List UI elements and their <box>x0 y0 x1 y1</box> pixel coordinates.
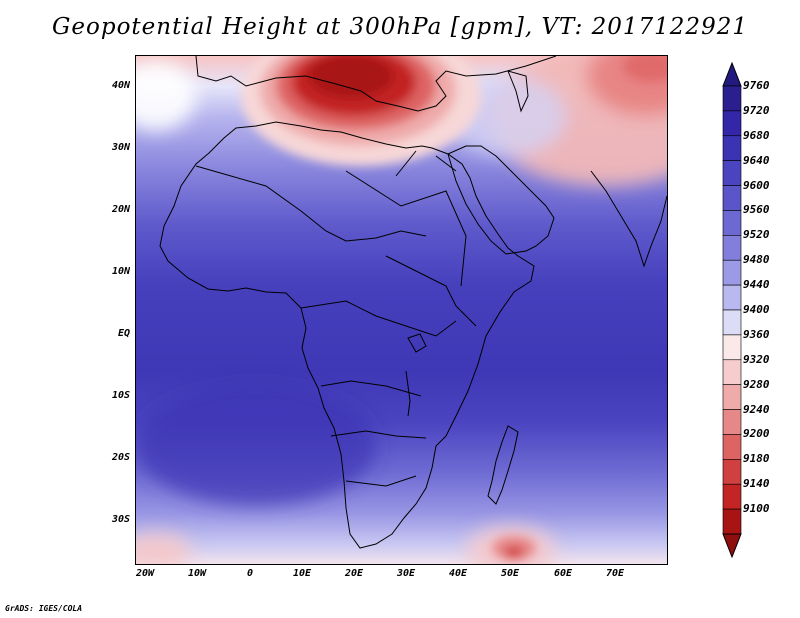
colorbar-swatch <box>722 185 742 211</box>
colorbar-label: 9520 <box>743 228 770 242</box>
colorbar-bottom-arrow <box>722 533 742 559</box>
colorbar <box>722 61 742 562</box>
colorbar-label: 9480 <box>743 253 770 267</box>
map-panel <box>135 55 668 565</box>
colorbar-swatch <box>722 409 742 435</box>
lat-label-20s: 20S <box>111 452 130 463</box>
colorbar-top-arrow <box>722 61 742 87</box>
colorbar-label: 9100 <box>743 502 770 516</box>
central-borders <box>300 300 457 487</box>
colorbar-label: 9360 <box>743 327 770 341</box>
height-field-map <box>136 56 667 564</box>
sahara-borders <box>195 165 427 242</box>
colorbar-swatch <box>722 359 742 385</box>
lon-label-30e: 30E <box>396 568 416 579</box>
colorbar-label: 9760 <box>743 79 770 92</box>
colorbar-label: 9280 <box>743 377 770 391</box>
madagascar-coastline <box>487 425 519 505</box>
footer-credit: GrADS: IGES/COLA <box>5 604 83 613</box>
lon-label-10w: 10W <box>187 568 207 579</box>
colorbar-label: 9680 <box>743 128 770 142</box>
europe-coastline <box>195 56 557 112</box>
colorbar-label: 9720 <box>743 103 770 117</box>
lat-label-eq: EQ <box>117 328 130 339</box>
lat-label-30n: 30N <box>111 142 130 153</box>
lat-label-10s: 10S <box>111 390 130 401</box>
colorbar-swatch <box>722 135 742 161</box>
lon-label-40e: 40E <box>448 568 468 579</box>
caspian-coastline <box>507 70 529 113</box>
lat-label-30s: 30S <box>111 514 130 525</box>
colorbar-swatch <box>722 284 742 311</box>
lake-victoria <box>407 333 427 353</box>
lon-label-50e: 50E <box>500 568 520 579</box>
colorbar-label: 9140 <box>743 477 770 491</box>
colorbar-swatch <box>722 384 742 410</box>
colorbar-swatch <box>722 483 742 510</box>
colorbar-swatch <box>722 309 742 336</box>
lat-label-20n: 20N <box>111 204 130 215</box>
colorbar-swatch <box>722 85 742 112</box>
colorbar-swatch <box>722 508 742 535</box>
colorbar-swatch <box>722 434 742 460</box>
lake-tanganyika <box>405 370 411 417</box>
colorbar-swatch <box>722 235 742 261</box>
lat-label-10n: 10N <box>111 266 130 277</box>
colorbar-label: 9200 <box>743 427 770 441</box>
colorbar-label: 9320 <box>743 352 770 366</box>
colorbar-swatch <box>722 110 742 137</box>
lon-label-10e: 10E <box>292 568 312 579</box>
colorbar-label: 9600 <box>743 178 770 192</box>
colorbar-swatch <box>722 459 742 485</box>
colorbar-label: 9400 <box>743 303 770 316</box>
high-height-ridge <box>241 56 667 560</box>
lon-label-20w: 20W <box>135 568 155 579</box>
map-title: Geopotential Height at 300hPa [gpm], VT:… <box>52 14 748 40</box>
colorbar-swatch <box>722 334 742 361</box>
lon-label-20e: 20E <box>344 568 364 579</box>
colorbar-label: 9560 <box>743 203 770 217</box>
lon-label-0: 0 <box>246 568 254 579</box>
colorbar-label: 9180 <box>743 452 770 466</box>
arabia-coastline <box>447 145 555 255</box>
colorbar-label: 9640 <box>743 153 770 167</box>
africa-coastline <box>159 121 535 549</box>
lon-label-60e: 60E <box>553 568 573 579</box>
colorbar-swatch <box>722 160 742 186</box>
colorbar-label: 9240 <box>743 402 770 416</box>
colorbar-graphic <box>722 61 742 559</box>
india-coastline <box>590 170 667 268</box>
coastlines-and-borders <box>159 56 667 549</box>
east-borders <box>385 150 477 327</box>
nile-border <box>345 170 467 287</box>
colorbar-label: 9440 <box>743 278 770 292</box>
colorbar-swatch <box>722 210 742 236</box>
lon-label-70e: 70E <box>605 568 625 579</box>
lat-label-40n: 40N <box>111 80 130 91</box>
colorbar-swatch <box>722 259 742 286</box>
